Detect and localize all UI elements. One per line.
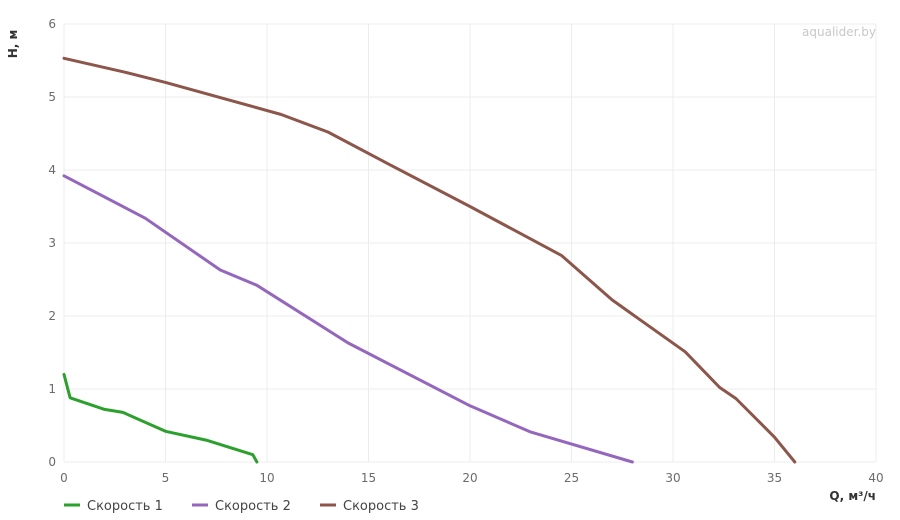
legend-label: Скорость 3	[343, 499, 419, 514]
x-tick-label: 0	[60, 471, 68, 485]
legend[interactable]: Скорость 1 Скорость 2 Скорость 3	[64, 499, 419, 514]
series-line-3	[62, 56, 797, 464]
x-tick-label: 35	[767, 471, 782, 485]
x-tick-label: 30	[665, 471, 680, 485]
watermark: aqualider.by	[802, 25, 876, 39]
legend-label: Скорость 2	[215, 499, 291, 514]
y-axis-ticks: 0 1 2 3 4 5 6	[48, 17, 56, 469]
x-tick-label: 15	[361, 471, 376, 485]
x-tick-label: 40	[868, 471, 883, 485]
series-lines	[62, 56, 797, 464]
y-tick-label: 0	[48, 455, 56, 469]
y-axis-title: H, м	[6, 30, 20, 59]
x-tick-label: 10	[259, 471, 274, 485]
x-tick-label: 5	[162, 471, 170, 485]
y-tick-label: 2	[48, 309, 56, 323]
series-line-2	[62, 174, 634, 464]
grid	[63, 23, 877, 463]
legend-label: Скорость 1	[87, 499, 163, 514]
legend-item-3[interactable]: Скорость 3	[320, 499, 419, 514]
y-tick-label: 1	[48, 382, 56, 396]
y-tick-label: 5	[48, 90, 56, 104]
x-axis-ticks: 0 5 10 15 20 25 30 35 40	[60, 471, 883, 485]
legend-item-1[interactable]: Скорость 1	[64, 499, 163, 514]
x-tick-label: 25	[564, 471, 579, 485]
y-tick-label: 6	[48, 17, 56, 31]
legend-item-2[interactable]: Скорость 2	[192, 499, 291, 514]
x-tick-label: 20	[462, 471, 477, 485]
y-tick-label: 4	[48, 163, 56, 177]
series-line-1	[62, 372, 259, 464]
y-tick-label: 3	[48, 236, 56, 250]
x-axis-title: Q, м³/ч	[829, 489, 876, 503]
